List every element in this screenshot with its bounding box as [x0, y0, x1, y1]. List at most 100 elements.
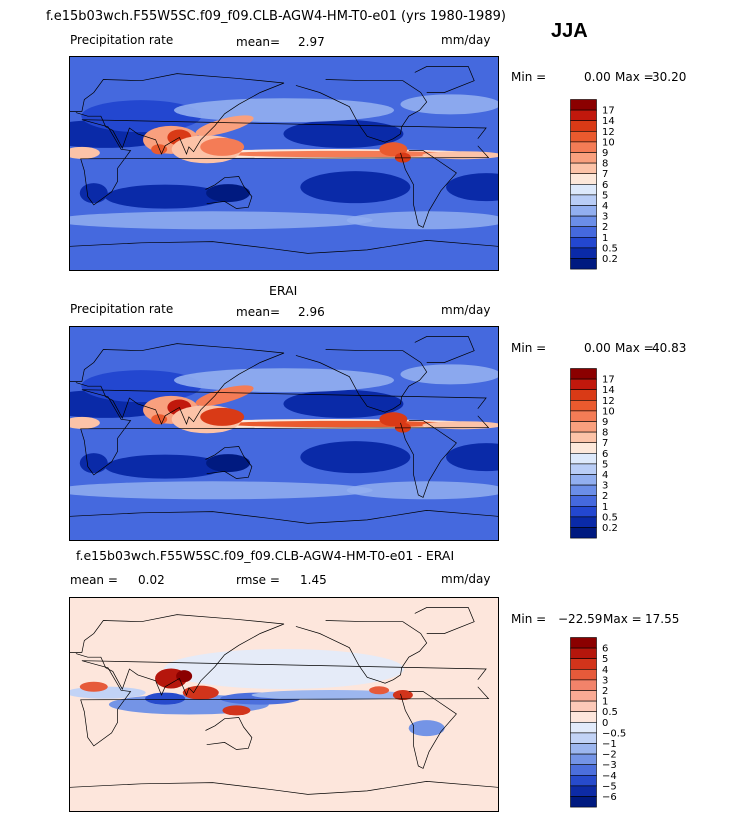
colorbar-tick-label: 4 — [602, 665, 608, 676]
colorbar-tick-label: 0 — [602, 718, 608, 729]
panel-2-variable: Precipitation rate — [70, 302, 174, 316]
precip-contour — [79, 183, 108, 204]
coastline — [70, 240, 498, 254]
colorbar-tick-label: 6 — [602, 449, 608, 460]
colorbar-swatch — [570, 389, 597, 401]
precip-contour — [176, 670, 193, 683]
precip-contour — [151, 414, 168, 425]
panel-1-precip-map — [69, 56, 499, 271]
precip-contour — [79, 681, 108, 692]
colorbar-swatch — [570, 421, 597, 433]
precip-contour — [206, 454, 251, 473]
colorbar-tick-label: 5 — [602, 654, 608, 665]
coastline — [70, 510, 498, 524]
colorbar-tick-label: 12 — [602, 396, 615, 407]
colorbar-tick-label: 17 — [602, 106, 615, 117]
colorbar-tick-label: 0.2 — [602, 523, 618, 534]
precip-contour — [105, 454, 226, 479]
precip-contour — [300, 171, 411, 204]
colorbar-tick-label: 12 — [602, 127, 615, 138]
colorbar-tick-label: 1 — [602, 502, 608, 513]
colorbar-swatch — [570, 410, 597, 422]
precip-contour — [174, 368, 394, 393]
coastline — [205, 446, 253, 479]
coastline — [400, 420, 457, 498]
colorbar-tick-label: 6 — [602, 180, 608, 191]
coastline — [70, 73, 285, 155]
colorbar-swatch — [570, 442, 597, 454]
colorbar-swatch — [570, 764, 597, 776]
colorbar-tick-label: 14 — [602, 116, 615, 127]
colorbar-swatch — [570, 162, 597, 174]
colorbar-tick-label: 6 — [602, 644, 608, 655]
precip-contour — [81, 370, 202, 403]
colorbar-swatch — [570, 647, 597, 660]
colorbar-swatch — [570, 152, 597, 164]
colorbar-swatch — [570, 722, 597, 734]
colorbar-tick-label: 17 — [602, 375, 615, 386]
panel-1-min-value: 0.00 — [584, 70, 611, 84]
panel-3-rmse-value: 1.45 — [300, 573, 327, 587]
coastline — [295, 349, 428, 413]
precip-contour — [206, 184, 251, 203]
precip-contour — [283, 119, 404, 148]
colorbar-swatch — [570, 120, 597, 132]
colorbar-swatch — [570, 775, 597, 787]
panel-1-max-value: 30.20 — [652, 70, 687, 84]
precip-contour — [70, 211, 373, 230]
colorbar-swatch — [570, 258, 597, 270]
colorbar-tick-label: 0.5 — [602, 707, 618, 718]
colorbar-tick-label: 1 — [602, 233, 608, 244]
colorbar-tick-label: −1 — [602, 739, 617, 750]
colorbar-swatch — [570, 796, 597, 808]
precip-contour — [422, 421, 498, 430]
panel-2-min-label: Min = — [511, 341, 547, 355]
panel-3-mean-value: 0.02 — [138, 573, 165, 587]
precip-contour — [422, 151, 498, 160]
colorbar-tick-label: 5 — [602, 190, 608, 201]
coastline — [295, 79, 428, 143]
panel-3-colorbar: 6 5 4 3 2 1 0.5 0 −0.5 −1 −2 −3 −4 −5 −6 — [570, 637, 650, 811]
map-svg — [70, 327, 498, 540]
colorbar-tick-label: −5 — [602, 781, 617, 792]
coastline — [70, 614, 285, 696]
panel-3-min-value: −22.59 — [558, 612, 603, 626]
precip-contour — [174, 98, 394, 123]
colorbar-tick-label: 9 — [602, 148, 608, 159]
panel-3-min-label: Min = — [511, 612, 547, 626]
colorbar-swatch — [570, 637, 597, 649]
panel-1-max-label: Max = — [615, 70, 654, 84]
coastline — [414, 607, 475, 634]
coastline — [205, 176, 253, 209]
colorbar-tick-label: 1 — [602, 697, 608, 708]
precip-contour — [222, 705, 251, 716]
colorbar-tick-label: 4 — [602, 470, 608, 481]
precip-contour — [346, 211, 498, 230]
coastline — [400, 691, 457, 769]
map-background — [70, 327, 498, 540]
precip-contour — [346, 481, 498, 500]
panel-2-max-value: 40.83 — [652, 341, 687, 355]
colorbar-swatch — [570, 484, 597, 496]
colorbar-swatch — [570, 658, 597, 670]
panel-3-rmse-label: rmse = — [236, 573, 280, 587]
colorbar-swatch — [570, 711, 597, 723]
coastline — [295, 620, 428, 684]
precip-contour — [446, 173, 498, 202]
coastline — [400, 150, 457, 228]
colorbar-swatch — [570, 753, 597, 765]
colorbar-swatch — [570, 463, 597, 475]
panel-1-units: mm/day — [441, 33, 491, 47]
precip-contour — [200, 137, 245, 156]
colorbar-swatch — [570, 378, 597, 391]
panel-2-mean-label: mean= — [236, 305, 281, 319]
colorbar-tick-label: 0.5 — [602, 512, 618, 523]
colorbar-swatch — [570, 743, 597, 755]
colorbar-tick-label: 3 — [602, 675, 608, 686]
colorbar-tick-label: 8 — [602, 428, 608, 439]
colorbar-swatch — [570, 690, 597, 702]
map-svg — [70, 598, 498, 811]
colorbar-swatch — [570, 495, 597, 507]
panel-1-mean-label: mean= — [236, 35, 281, 49]
